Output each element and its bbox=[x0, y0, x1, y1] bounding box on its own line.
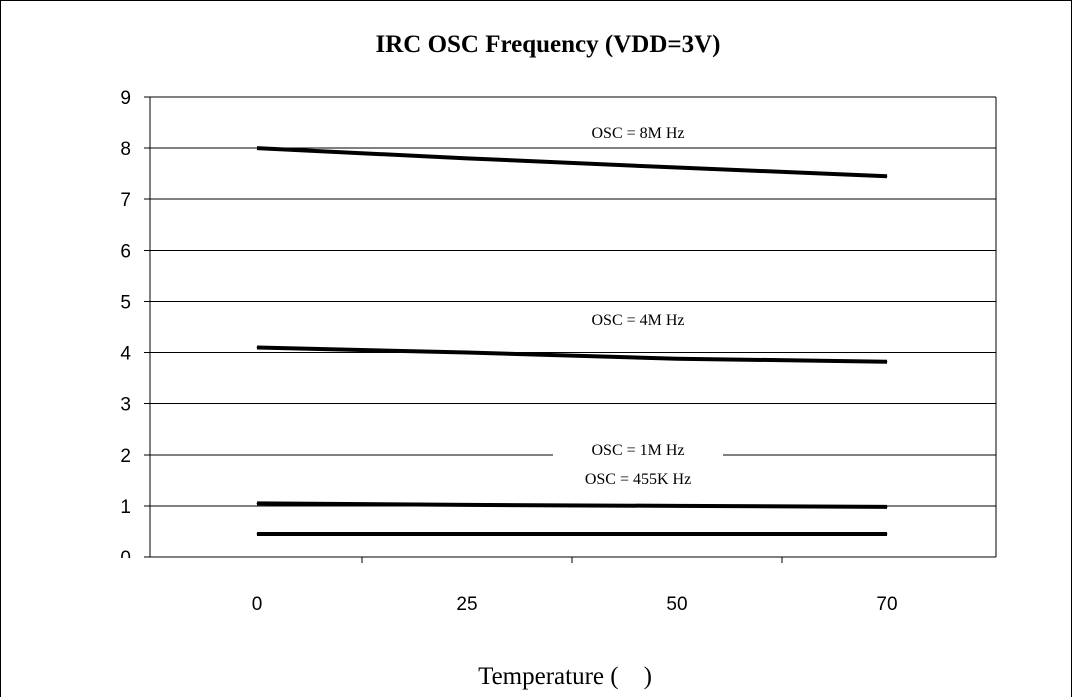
series-label-bg bbox=[568, 309, 708, 331]
series-line bbox=[256, 345, 888, 364]
y-tick-label: 7 bbox=[120, 190, 131, 211]
data-point bbox=[886, 175, 888, 177]
data-point bbox=[256, 147, 258, 149]
x-tick-label: 25 bbox=[456, 594, 477, 615]
series-line bbox=[256, 501, 888, 509]
data-point bbox=[466, 352, 468, 354]
y-tick-label: 4 bbox=[120, 344, 131, 365]
series-label: OSC = 1M Hz bbox=[591, 442, 684, 459]
data-point bbox=[886, 361, 888, 363]
data-point bbox=[256, 502, 258, 504]
y-tick-label: 1 bbox=[120, 497, 131, 518]
data-point bbox=[676, 358, 678, 360]
data-point bbox=[466, 157, 468, 159]
y-tick-label: 3 bbox=[120, 395, 131, 416]
x-tick-label: 70 bbox=[876, 594, 897, 615]
y-tick-label: 2 bbox=[120, 446, 131, 467]
data-point bbox=[256, 346, 258, 348]
y-tick-label: 8 bbox=[120, 139, 131, 160]
y-tick-label: 5 bbox=[120, 292, 131, 313]
data-point bbox=[256, 533, 258, 535]
y-tick-label: 9 bbox=[120, 88, 131, 109]
data-point bbox=[886, 506, 888, 508]
series-label-bg bbox=[553, 439, 723, 461]
x-tick-label: 0 bbox=[252, 594, 263, 615]
x-tick-label: 50 bbox=[666, 594, 687, 615]
chart-title: IRC OSC Frequency (VDD=3V) bbox=[375, 31, 720, 58]
data-point bbox=[676, 167, 678, 169]
series-label: OSC = 8M Hz bbox=[591, 125, 684, 142]
series-label: OSC = 4M Hz bbox=[591, 312, 684, 329]
tick-mask bbox=[108, 558, 148, 574]
series-line bbox=[256, 146, 888, 179]
data-point bbox=[466, 533, 468, 535]
data-point bbox=[676, 533, 678, 535]
data-point bbox=[676, 505, 678, 507]
y-tick-label: 6 bbox=[120, 241, 131, 262]
x-axis-label: Temperature ( ) bbox=[478, 663, 652, 690]
series-label-bg bbox=[563, 122, 713, 144]
series-label: OSC = 455K Hz bbox=[585, 471, 691, 488]
data-point bbox=[886, 533, 888, 535]
data-point bbox=[466, 504, 468, 506]
